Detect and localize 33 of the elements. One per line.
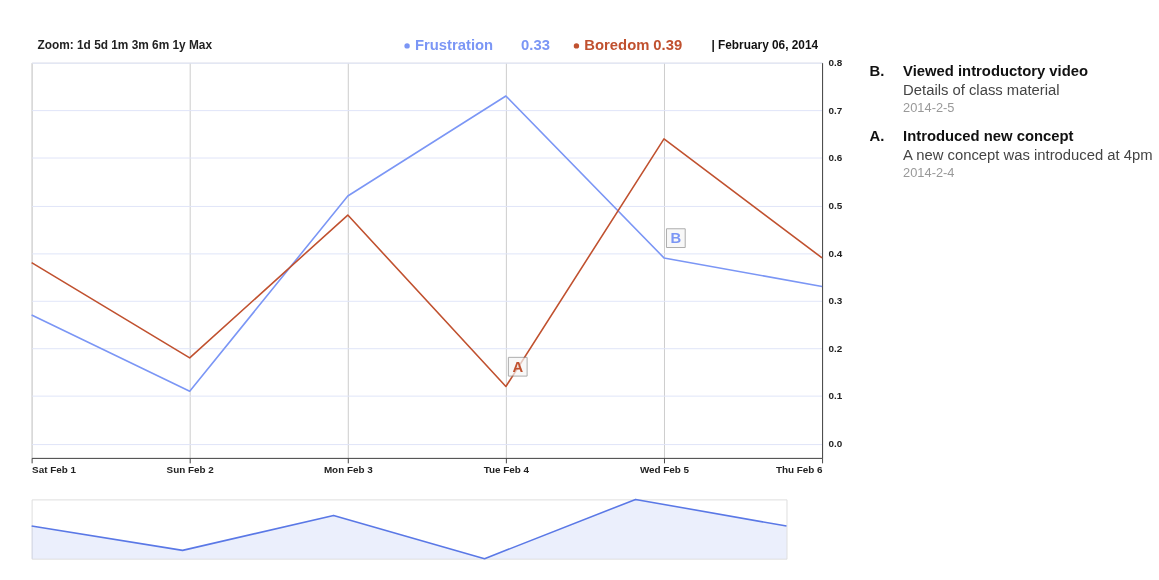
y-tick-label: 0.0 — [828, 438, 843, 450]
text: B. — [869, 62, 885, 79]
y-tick-label: 0.4 — [828, 247, 843, 259]
text: Details of class material — [903, 82, 1060, 99]
text: Frustration — [414, 36, 494, 53]
y-tick-label: 0.6 — [828, 152, 843, 164]
y-tick-label: 0.8 — [828, 57, 843, 69]
text: Introduced new concept — [903, 127, 1074, 144]
line-series — [30, 138, 823, 388]
text: 2014-2-5 — [903, 100, 955, 116]
x-tick-label: Thu Feb 6 — [775, 464, 824, 476]
x-tick-label: Tue Feb 4 — [483, 464, 530, 476]
x-tick-label: Wed Feb 5 — [639, 464, 690, 476]
x-tick-label: Sun Feb 2 — [166, 464, 215, 476]
text: 2014-2-4 — [903, 165, 955, 181]
y-tick-label: 0.7 — [828, 104, 843, 116]
y-tick-label: 0.1 — [828, 390, 843, 402]
text: 0.33 — [521, 36, 550, 53]
text: A new concept was introduced at 4pm — [903, 147, 1153, 164]
text: Boredom — [584, 36, 650, 53]
x-tick-label: Mon Feb 3 — [323, 464, 374, 476]
text: Zoom: 1d 5d 1m 3m 6m 1y Max — [37, 37, 213, 52]
y-tick-label: 0.2 — [828, 342, 843, 354]
annotation: A — [512, 358, 524, 375]
y-tick-label: 0.3 — [828, 295, 843, 307]
text: A. — [869, 127, 885, 144]
text: | February 06, 2014 — [711, 37, 819, 52]
annotation: B — [670, 230, 682, 247]
text: 0.39 — [653, 36, 683, 53]
x-tick-label: Sat Feb 1 — [32, 464, 77, 476]
line-series — [30, 95, 823, 393]
text: Viewed introductory video — [903, 62, 1089, 79]
y-tick-label: 0.5 — [828, 199, 843, 211]
